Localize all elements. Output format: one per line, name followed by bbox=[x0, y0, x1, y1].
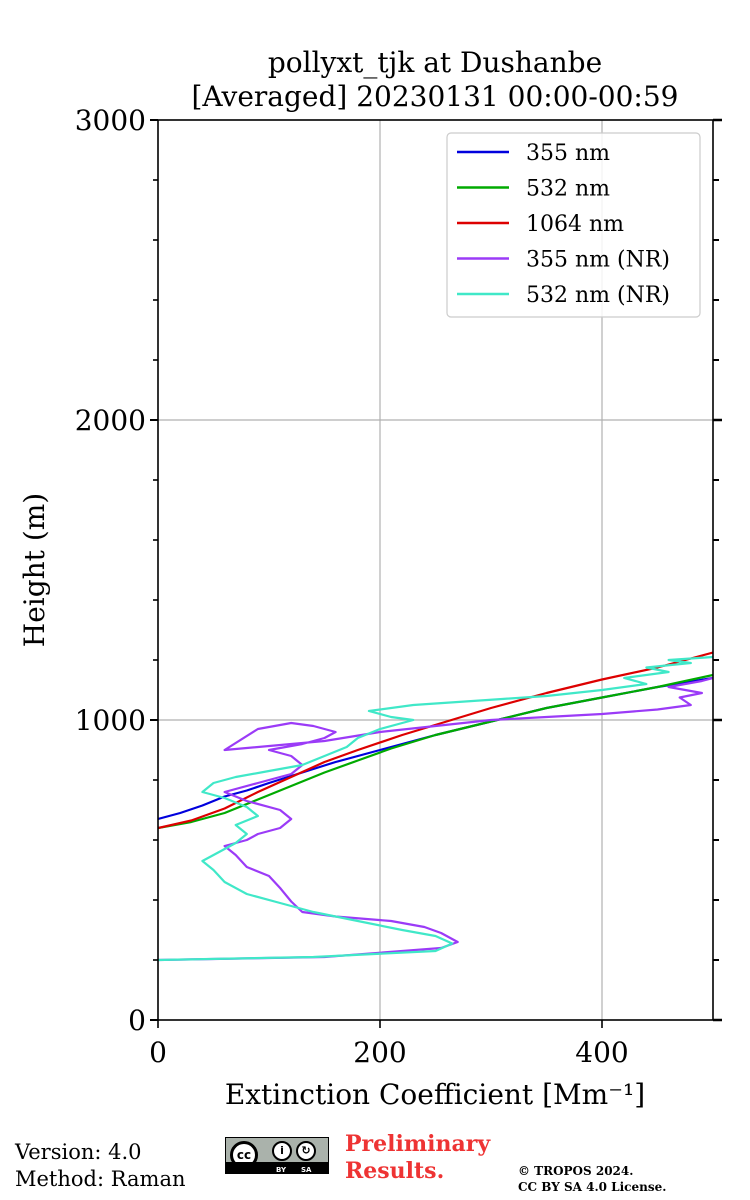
legend-label: 1064 nm bbox=[526, 212, 624, 237]
chart-title-line1: pollyxt_tjk at Dushanbe bbox=[268, 46, 602, 79]
legend: 355 nm 532 nm 1064 nm 355 nm (NR) 532 nm (NR… bbox=[446, 132, 701, 318]
y-axis-label: Height (m) bbox=[18, 493, 51, 647]
sa-label: SA bbox=[301, 1166, 312, 1174]
series-line-532-nm-nr- bbox=[158, 655, 713, 962]
y-tick-label: 2000 bbox=[75, 404, 146, 437]
plot-frame bbox=[157, 119, 714, 1021]
axes: 0 200 400 0 1000 2000 3000 bbox=[75, 104, 722, 1069]
series-line-355-nm-nr- bbox=[158, 676, 713, 962]
x-tick-label: 0 bbox=[149, 1036, 167, 1069]
y-tick-label: 0 bbox=[128, 1004, 146, 1037]
x-tick-label: 200 bbox=[353, 1036, 406, 1069]
method-text: Method: Raman bbox=[15, 1167, 186, 1191]
legend-box bbox=[446, 132, 701, 318]
chart-title: pollyxt_tjk at Dushanbe [Averaged] 20230… bbox=[192, 46, 679, 113]
by-label: BY bbox=[276, 1166, 287, 1174]
series-layer bbox=[158, 651, 713, 962]
extinction-profile-chart: pollyxt_tjk at Dushanbe [Averaged] 20230… bbox=[18, 46, 722, 1111]
legend-label: 355 nm bbox=[526, 141, 610, 166]
license-text: CC BY SA 4.0 License. bbox=[518, 1180, 667, 1194]
legend-label: 355 nm (NR) bbox=[526, 248, 670, 273]
series-line-532-nm bbox=[158, 673, 713, 830]
preliminary-label: Preliminary bbox=[345, 1131, 491, 1157]
results-label: Results. bbox=[345, 1158, 445, 1184]
chart-title-line2: [Averaged] 20230131 00:00-00:59 bbox=[192, 80, 679, 113]
series-line-1064-nm bbox=[158, 651, 713, 830]
x-axis-label: Extinction Coefficient [Mm⁻¹] bbox=[225, 1078, 645, 1111]
badge-strip bbox=[226, 1162, 328, 1173]
cc-license-badge: cc i ↻ BY SA bbox=[225, 1137, 329, 1174]
y-tick-label: 3000 bbox=[75, 104, 146, 137]
y-tick-label: 1000 bbox=[75, 704, 146, 737]
version-text: Version: 4.0 bbox=[15, 1140, 142, 1164]
x-tick-label: 400 bbox=[575, 1036, 628, 1069]
legend-label: 532 nm (NR) bbox=[526, 283, 670, 308]
legend-label: 532 nm bbox=[526, 177, 610, 202]
by-attribution-icon: i bbox=[272, 1141, 292, 1161]
share-alike-icon: ↻ bbox=[296, 1141, 316, 1161]
copyright-text: © TROPOS 2024. bbox=[518, 1164, 634, 1178]
